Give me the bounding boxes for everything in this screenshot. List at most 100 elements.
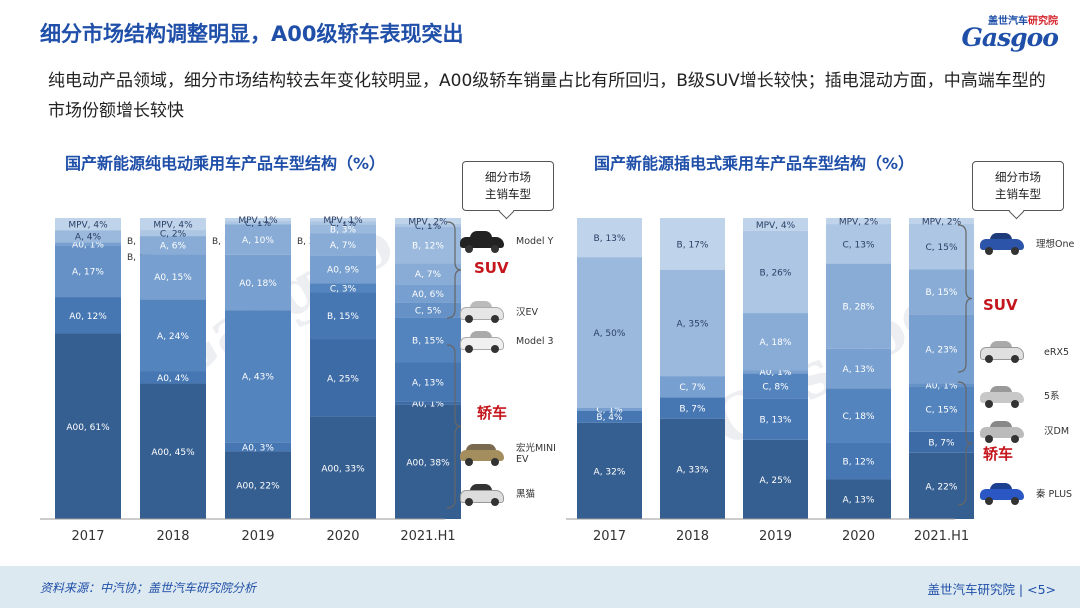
- bar-segment-label: MPV, 4%: [756, 221, 796, 231]
- bar-segment-label: B, 15%: [926, 288, 958, 298]
- bar-segment-label: A, 7%: [415, 270, 442, 280]
- bar-segment: [577, 422, 642, 519]
- bar-segment: [577, 407, 642, 411]
- bar-segment-label: A, 4%: [75, 233, 102, 243]
- bar-segment: [225, 451, 291, 519]
- bar-segment: [743, 439, 808, 519]
- bar-segment: [660, 418, 725, 519]
- bar-segment: [395, 284, 461, 303]
- bar-segment: [140, 383, 206, 519]
- bar-segment-label: C, 18%: [842, 412, 874, 422]
- model-label: 理想One: [1036, 239, 1075, 250]
- model-label: 汉DM: [1044, 426, 1070, 437]
- bar-segment-label: A00, 45%: [151, 448, 195, 458]
- bar-segment-label: A, 32%: [594, 467, 626, 477]
- bar-segment-label: A0, 15%: [154, 273, 192, 283]
- bar-segment-label: A00, 38%: [406, 458, 450, 468]
- subtitle: 纯电动产品领域，细分市场结构较去年变化较明显，A00级轿车销量占比有所回归，B级…: [48, 71, 1046, 121]
- bar-segment-label: MPV, 2%: [922, 218, 962, 228]
- bar-segment-label: A0, 1%: [412, 400, 444, 410]
- gasgoo-logo: 盖世汽车研究院 Gasgoo: [948, 8, 1059, 52]
- bar-segment: [140, 299, 206, 372]
- bar-segment: [909, 386, 974, 432]
- bar-segment-label: MPV, 1%: [238, 216, 278, 226]
- x-tick-label: 2018: [676, 529, 709, 544]
- bar-segment-label: A, 50%: [594, 329, 626, 339]
- bar-segment-label: A00, 22%: [236, 482, 280, 492]
- bar-segment: [310, 233, 376, 256]
- bar-segment: [395, 401, 461, 405]
- bar-segment: [225, 218, 291, 222]
- bar-segment-label: A, 43%: [242, 373, 274, 383]
- bar-segment-label: A00, 33%: [321, 464, 365, 474]
- bar-segment-label: A, 25%: [327, 374, 359, 384]
- bar-segment: [826, 224, 891, 264]
- car-icon: [978, 340, 1026, 363]
- bar-segment: [577, 257, 642, 408]
- bar-segment-label: C, 3%: [330, 284, 357, 294]
- bar-segment: [140, 218, 206, 231]
- bar-segment-label: C, 1%: [596, 406, 623, 416]
- bar-segment-label: A0, 1%: [760, 368, 792, 378]
- bar-segment: [140, 236, 206, 255]
- bar-segment-label: A, 13%: [843, 365, 875, 375]
- bar-segment-label: B, 15%: [412, 336, 444, 346]
- car-icon: [978, 232, 1026, 255]
- bar-segment-label: A0, 1%: [926, 382, 958, 392]
- bar-segment: [826, 218, 891, 225]
- brace-suv-left: [446, 221, 462, 319]
- bar-segment: [55, 333, 121, 519]
- bar-segment-label: A, 23%: [926, 345, 958, 355]
- bar-segment-label: C, 15%: [925, 243, 957, 253]
- x-tick-label: 2021.H1: [914, 529, 969, 544]
- bar-segment-label: A, 6%: [160, 242, 187, 252]
- bar-segment-label: B, 17%: [677, 240, 709, 250]
- bar-segment-label: C, 2%: [160, 230, 187, 240]
- bar-segment-label: B, 7%: [928, 439, 955, 449]
- car-icon: [978, 482, 1026, 505]
- suv-label-left: SUV: [474, 259, 509, 277]
- bar-segment: [909, 452, 974, 519]
- bar-segment-label: A0, 18%: [239, 279, 277, 289]
- bar-segment-label: B, 15%: [327, 312, 359, 322]
- bar-segment-label: A0, 9%: [327, 266, 359, 276]
- brace-suv-right: [957, 224, 973, 373]
- bar-segment-label: C, 1%: [415, 222, 442, 232]
- bar-segment: [225, 310, 291, 443]
- bar-segment-label: A, 13%: [843, 496, 875, 506]
- car-icon: [978, 385, 1026, 408]
- x-tick-label: 2018: [156, 529, 189, 544]
- bar-segment-label: MPV, 4%: [68, 221, 108, 231]
- bar-segment: [743, 313, 808, 371]
- brace-sedan-left: [446, 344, 462, 509]
- bar-segment-label: MPV, 4%: [153, 221, 193, 231]
- bar-segment: [225, 224, 291, 255]
- bar-segment-label: B, 13%: [760, 416, 792, 426]
- bar-segment-label: A, 10%: [242, 236, 274, 246]
- bar-segment: [55, 245, 121, 298]
- bar-segment: [140, 254, 206, 300]
- bar-segment: [55, 230, 121, 243]
- model-label: 秦 PLUS: [1036, 489, 1073, 500]
- chart-title-bev: 国产新能源纯电动乘用车产品车型结构（%）: [65, 154, 386, 173]
- car-icon: [978, 420, 1026, 443]
- bar-segment-label: MPV, 2%: [408, 218, 448, 228]
- suv-label-right: SUV: [983, 296, 1018, 314]
- bar-segment: [395, 404, 461, 519]
- car-icon: [458, 330, 506, 353]
- x-tick-label: 2017: [593, 529, 626, 544]
- bar-segment: [660, 218, 725, 270]
- callout-right: 细分市场 主销车型: [972, 161, 1064, 211]
- bar-segment: [395, 224, 461, 228]
- callout-right-line1: 细分市场: [995, 170, 1041, 184]
- car-icon: [458, 443, 506, 466]
- bar-segment-label: B, 12%: [412, 242, 444, 252]
- x-tick-label: 2020: [842, 529, 875, 544]
- bar-segment: [909, 431, 974, 453]
- model-label: Model Y: [516, 236, 554, 247]
- model-label: 5系: [1044, 391, 1060, 402]
- sedan-label-right: 轿车: [983, 445, 1014, 463]
- brace-sedan-right: [957, 381, 973, 506]
- bar-segment: [826, 442, 891, 480]
- bar-segment: [909, 383, 974, 387]
